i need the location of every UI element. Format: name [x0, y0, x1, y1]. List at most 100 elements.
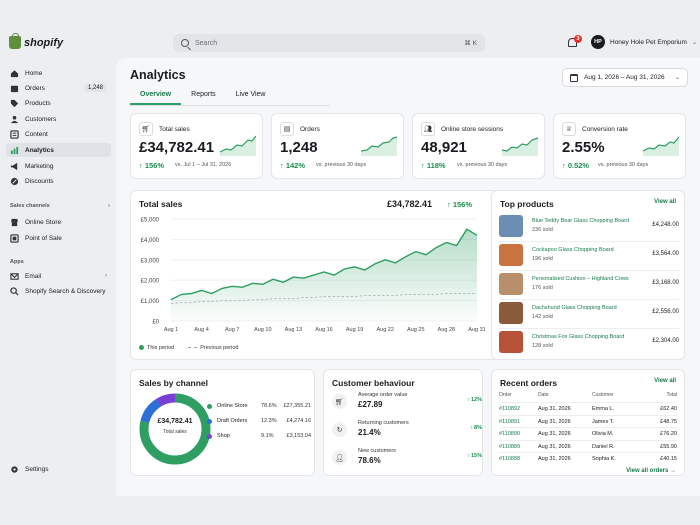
sidebar-item-analytics[interactable]: Analytics [6, 143, 111, 157]
channel-amount: £4,274.16 [286, 418, 311, 424]
table-row[interactable]: #110891 Aug 31, 2026 James T. £48.75 [499, 414, 677, 427]
table-row[interactable]: #110889 Aug 31, 2026 Daniel R. £55.90 [499, 439, 677, 452]
recent-orders-card: Recent orders View all Order Date Custom… [491, 369, 685, 476]
refresh-icon: ↻ [332, 422, 347, 437]
sparkline [361, 136, 397, 156]
sidebar-item-online-store[interactable]: Online Store [6, 215, 111, 229]
channel-amount: £27,355.21 [283, 403, 311, 409]
channel-percent: 78.6% [261, 403, 277, 409]
product-name: Personalised Cushion – Highland Cows [532, 276, 629, 282]
behaviour-value: 21.4% [358, 428, 381, 437]
order-id-link[interactable]: #110888 [499, 456, 521, 462]
product-row[interactable]: Cockapoo Glass Chopping Board 196 sold £3,… [499, 244, 679, 268]
sidebar-item-orders[interactable]: Orders 1,248 [6, 81, 111, 95]
order-date: Aug 31, 2026 [538, 456, 571, 462]
product-row[interactable]: Dachshund Glass Chopping Board 142 sold £2… [499, 302, 679, 326]
row-divider [499, 328, 679, 329]
sales-channels-heading[interactable]: Sales channels › [10, 203, 110, 209]
order-date: Aug 31, 2026 [538, 418, 571, 425]
order-id-link[interactable]: #110889 [499, 443, 521, 450]
view-all-products-link[interactable]: View all [654, 199, 676, 205]
x-tick-label: Aug 10 [254, 327, 271, 333]
sidebar-item-discounts[interactable]: Discounts [6, 174, 111, 188]
sidebar-item-settings[interactable]: Settings [6, 462, 111, 476]
channel-row[interactable]: Draft Orders 12.3% £4,274.16 [207, 418, 311, 424]
sidebar-item-products[interactable]: Products [6, 96, 111, 110]
recent-orders-title: Recent orders [500, 378, 558, 388]
product-row[interactable]: Blue Teddy Bear Glass Chopping Board 236 … [499, 215, 679, 239]
col-order: Order [499, 392, 512, 398]
view-all-orders-footer-link[interactable]: View all orders → [626, 468, 676, 474]
table-row[interactable]: #110890 Aug 31, 2026 Olivia M. £76.20 [499, 427, 677, 439]
table-row[interactable]: #110892 Aug 31, 2026 Emma L. £62.40 [499, 402, 677, 414]
sidebar-item-customers[interactable]: Customers [6, 112, 111, 126]
product-row[interactable]: Personalised Cushion – Highland Cows 176 … [499, 273, 679, 297]
sidebar-item-label: Online Store [25, 218, 62, 226]
mail-icon [10, 272, 19, 280]
kpi-card-total-sales[interactable]: 🛒︎ Total sales £34,782.41 ↑ 156% vs. Jul… [130, 113, 263, 179]
sidebar-item-point-of-sale[interactable]: Point of Sale [6, 231, 111, 245]
kpi-card-sessions[interactable]: 👥︎ Online store sessions 48,921 ↑ 118% v… [412, 113, 545, 179]
x-tick-label: Aug 4 [194, 327, 208, 333]
product-sold: 176 sold [532, 285, 553, 291]
sidebar-item-marketing[interactable]: Marketing [6, 159, 111, 173]
y-tick-label: £0 [152, 320, 159, 326]
order-id-link[interactable]: #110890 [499, 431, 521, 437]
search-input[interactable]: Search ⌘ K [173, 34, 485, 52]
kpi-header: 🛒︎ Total sales [139, 122, 190, 136]
tag-icon [10, 99, 19, 107]
table-row[interactable]: #110888 Aug 31, 2026 Sophia K. £40.15 [499, 452, 677, 464]
behaviour-delta: ↑ 8% [469, 425, 482, 431]
kpi-label: Orders [300, 125, 320, 133]
sparkline [643, 136, 679, 156]
sparkline [502, 137, 538, 156]
date-range-text: Aug 1, 2026 – Aug 31, 2026 [584, 74, 665, 81]
kpi-delta: ↑ 142% [280, 161, 306, 170]
order-id-link[interactable]: #110891 [499, 418, 521, 425]
channel-row[interactable]: Shop 9.1% £3,153.04 [207, 433, 311, 439]
cart-icon: 🛒︎ [139, 122, 153, 136]
channel-name: Shop [217, 433, 230, 439]
order-total: £48.75 [660, 418, 677, 425]
shopify-logo[interactable]: shopify [9, 33, 63, 49]
sidebar-item-home[interactable]: Home [6, 66, 111, 80]
channel-percent: 9.1% [261, 433, 274, 439]
orders-icon [10, 85, 19, 92]
sidebar-item-search-discovery[interactable]: Shopify Search & Discovery [6, 284, 111, 298]
kpi-delta: ↑ 0.52% [562, 161, 590, 170]
sales-channels-label: Sales channels [10, 203, 50, 209]
customer-behaviour-card: Customer behaviour 🛒︎ Average order value… [323, 369, 483, 476]
col-date: Date [538, 392, 549, 398]
legend-this-period[interactable]: This period [139, 345, 174, 351]
sales-by-channel-title: Sales by channel [139, 378, 208, 388]
y-tick-label: £3,000 [141, 258, 160, 264]
sidebar-item-content[interactable]: Content [6, 127, 111, 141]
kpi-card-orders[interactable]: ▤ Orders 1,248 ↑ 142% vs. previous 30 da… [271, 113, 404, 179]
store-switcher[interactable]: HP Honey Hole Pet Emporium ⌄ [591, 35, 697, 49]
order-id-link[interactable]: #110892 [499, 406, 521, 412]
tab-live-view[interactable]: Live View [235, 91, 266, 98]
donut-slice[interactable] [139, 393, 211, 465]
x-tick-label: Aug 16 [315, 327, 332, 333]
date-range-picker[interactable]: Aug 1, 2026 – Aug 31, 2026 ⌄ [562, 68, 688, 87]
behaviour-value: 78.6% [358, 456, 381, 465]
order-customer: James T. [592, 418, 614, 425]
sidebar-item-email[interactable]: Email › [6, 269, 111, 283]
channel-row[interactable]: Online Store 78.6% £27,355.21 [207, 403, 311, 409]
legend-previous-period[interactable]: Previous period [188, 345, 238, 351]
y-tick-label: £4,000 [141, 238, 160, 244]
kpi-card-conversion[interactable]: ♕ Conversion rate 2.55% ↑ 0.52% vs. prev… [553, 113, 686, 179]
total-sales-title: Total sales [139, 199, 183, 209]
view-all-orders-link[interactable]: View all [654, 378, 676, 384]
kpi-delta: ↑ 118% [421, 161, 446, 170]
x-tick-label: Aug 31 [468, 327, 485, 333]
tab-reports[interactable]: Reports [191, 91, 216, 98]
this-period-line[interactable] [170, 228, 478, 301]
behaviour-row: 🛒︎ Average order value £27.89 ↑ 12% [332, 392, 482, 418]
product-row[interactable]: Christmas Fox Glass Chopping Board 128 so… [499, 331, 679, 355]
legend-dash [188, 347, 198, 349]
sales-by-channel-card: Sales by channel £34,782.41 Total sales … [130, 369, 315, 476]
y-tick-label: £1,000 [141, 299, 160, 305]
channel-name: Draft Orders [217, 418, 248, 424]
tab-overview[interactable]: Overview [130, 87, 182, 105]
